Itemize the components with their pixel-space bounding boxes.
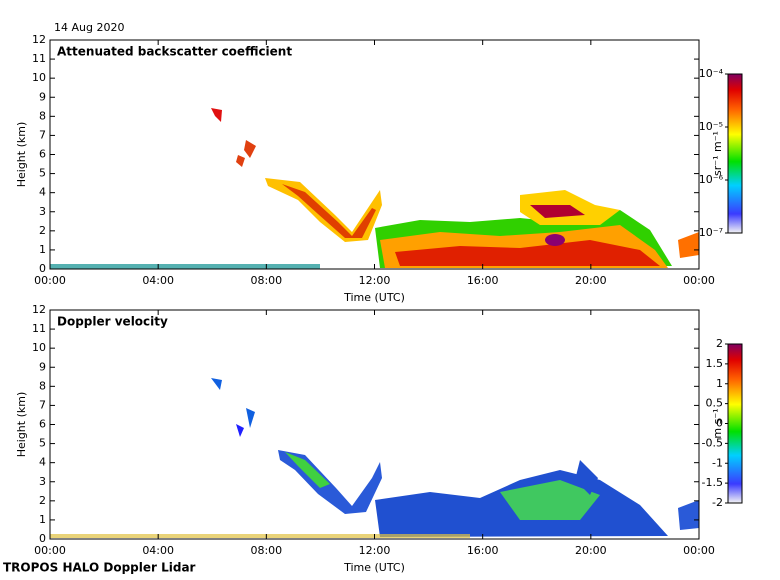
colorbar-tick-label: 1.5 xyxy=(706,357,724,370)
y-tick-label: 8 xyxy=(39,109,46,122)
y-tick-label: 3 xyxy=(39,205,46,218)
colorbar-tick-label: 10⁻⁴ xyxy=(699,67,724,80)
colorbar-label: sr⁻¹ m⁻¹ xyxy=(711,131,724,176)
colorbar-tick-label: -0.5 xyxy=(702,436,723,449)
colorbar-tick-label: 0.5 xyxy=(706,397,724,410)
y-tick-label: 0 xyxy=(39,262,46,275)
x-tick-label: 00:00 xyxy=(683,544,715,557)
x-tick-label: 04:00 xyxy=(142,274,174,287)
colorbar-tick-label: -1.5 xyxy=(702,476,723,489)
y-tick-label: 1 xyxy=(39,243,46,256)
date: 14 Aug 2020 xyxy=(54,21,124,34)
y-tick-label: 6 xyxy=(39,148,46,161)
x-tick-label: 00:00 xyxy=(34,544,66,557)
x-tick-label: 04:00 xyxy=(142,544,174,557)
x-tick-label: 00:00 xyxy=(683,274,715,287)
backscatter-image xyxy=(50,108,699,269)
y-tick-label: 9 xyxy=(39,360,46,373)
y-tick-label: 11 xyxy=(32,52,46,65)
x-tick-label: 20:00 xyxy=(575,544,607,557)
x-tick-label: 12:00 xyxy=(359,274,391,287)
footer: TROPOS HALO Doppler Lidar xyxy=(3,561,196,575)
x-tick-label: 08:00 xyxy=(250,274,282,287)
x-tick-label: 16:00 xyxy=(467,544,499,557)
colorbar-tick-label: 10⁻⁷ xyxy=(699,226,723,239)
y-tick-label: 4 xyxy=(39,456,46,469)
y-tick-label: 10 xyxy=(32,71,46,84)
y-tick-label: 6 xyxy=(39,418,46,431)
y-tick-label: 3 xyxy=(39,475,46,488)
colorbar-label: m s⁻¹ xyxy=(711,408,724,438)
y-tick-label: 2 xyxy=(39,224,46,237)
x-axis-label: Time (UTC) xyxy=(343,561,405,574)
y-axis-label: Height (km) xyxy=(15,122,28,188)
colorbar xyxy=(727,73,743,234)
y-tick-label: 11 xyxy=(32,322,46,335)
y-axis-label: Height (km) xyxy=(15,392,28,458)
y-tick-label: 1 xyxy=(39,513,46,526)
colorbar-tick-label: 0 xyxy=(716,417,723,430)
y-tick-label: 4 xyxy=(39,186,46,199)
velocity-image xyxy=(50,378,699,538)
colorbar-tick-label: 10⁻⁶ xyxy=(699,173,724,186)
x-tick-label: 16:00 xyxy=(467,274,499,287)
y-tick-label: 8 xyxy=(39,379,46,392)
colorbar-tick-label: -2 xyxy=(712,496,723,509)
panel-title: Doppler velocity xyxy=(57,315,168,329)
y-tick-label: 5 xyxy=(39,167,46,180)
y-tick-label: 0 xyxy=(39,532,46,545)
x-tick-label: 00:00 xyxy=(34,274,66,287)
x-tick-label: 12:00 xyxy=(359,544,391,557)
y-tick-label: 7 xyxy=(39,398,46,411)
x-tick-label: 08:00 xyxy=(250,544,282,557)
colorbar-tick-label: -1 xyxy=(712,456,723,469)
y-tick-label: 5 xyxy=(39,437,46,450)
y-tick-label: 12 xyxy=(32,303,46,316)
y-tick-label: 7 xyxy=(39,128,46,141)
y-tick-label: 9 xyxy=(39,90,46,103)
colorbar xyxy=(727,343,743,504)
colorbar-tick-label: 2 xyxy=(716,337,723,350)
y-tick-label: 2 xyxy=(39,494,46,507)
panel-title: Attenuated backscatter coefficient xyxy=(57,45,292,59)
colorbar-tick-label: 1 xyxy=(716,377,723,390)
y-tick-label: 10 xyxy=(32,341,46,354)
colorbar-tick-label: 10⁻⁵ xyxy=(699,120,723,133)
x-tick-label: 20:00 xyxy=(575,274,607,287)
x-axis-label: Time (UTC) xyxy=(343,291,405,304)
y-tick-label: 12 xyxy=(32,33,46,46)
